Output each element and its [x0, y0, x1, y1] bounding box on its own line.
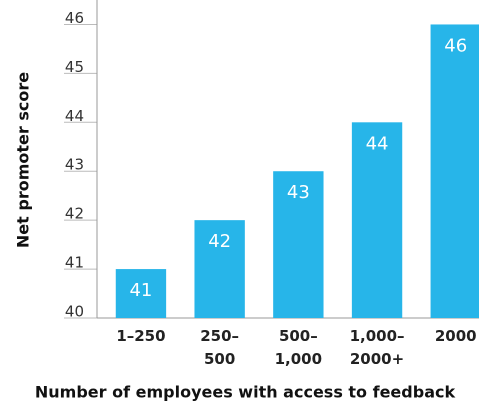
y-tick-label: 43 [65, 156, 84, 174]
x-tick-label: 2000 [435, 327, 477, 345]
y-tick-label: 44 [65, 107, 84, 125]
x-tick-label-line: 2000 [435, 327, 477, 345]
x-tick-label: 250– 500 [200, 327, 239, 368]
y-tick-label: 41 [65, 254, 84, 272]
x-tick-label: 1,000– 2000+ [350, 327, 405, 368]
x-tick-label: 1–250 [116, 327, 165, 345]
x-tick-label-line: 2000+ [350, 350, 404, 368]
value-label: 41 [129, 280, 152, 301]
value-label: 46 [444, 35, 467, 56]
y-tick-label: 45 [65, 58, 84, 76]
bar [430, 24, 479, 318]
x-tick-label-line: 500– [279, 327, 318, 345]
x-axis-title: Number of employees with access to feedb… [35, 383, 456, 402]
x-tick-label-line: 500 [204, 350, 235, 368]
bar [194, 220, 245, 318]
y-axis-title: Net promoter score [14, 72, 33, 248]
value-label: 43 [287, 182, 310, 203]
y-tick-label: 46 [65, 9, 84, 27]
x-tick-label-line: 1,000 [275, 350, 322, 368]
bar [115, 269, 167, 318]
bar [273, 171, 324, 318]
value-label: 42 [208, 231, 231, 252]
x-tick-label-line: 250– [200, 327, 239, 345]
x-tick-label-line: 1,000– [350, 327, 405, 345]
x-tick-label-line: 1–250 [116, 327, 165, 345]
bar [351, 122, 403, 318]
y-tick-label: 40 [65, 303, 84, 321]
value-label: 44 [366, 133, 389, 154]
y-tick-label: 42 [65, 205, 84, 223]
x-tick-label: 500– 1,000 [275, 327, 322, 368]
